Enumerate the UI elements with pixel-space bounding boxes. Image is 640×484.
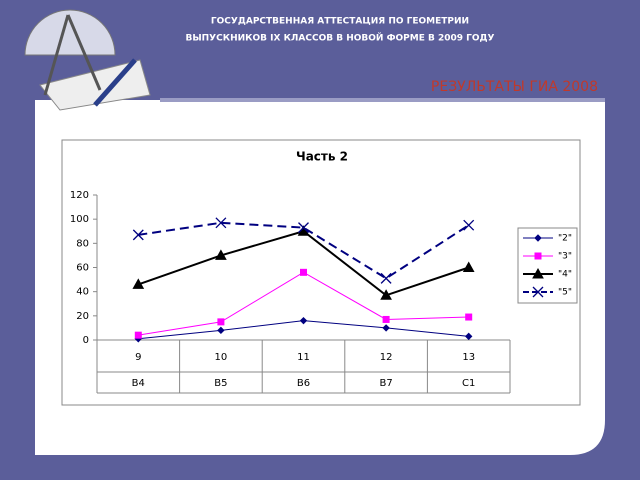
y-tick-label: 80 — [76, 238, 89, 249]
x-tick-label: B6 — [297, 378, 310, 389]
series-line — [138, 221, 470, 280]
chart-title: Часть 2 — [296, 150, 348, 164]
point — [382, 324, 390, 332]
point — [298, 222, 309, 234]
x-tick-label: 11 — [297, 352, 310, 363]
point — [132, 229, 144, 241]
protractor — [24, 9, 116, 56]
point — [380, 289, 392, 300]
x-tick-label: B4 — [132, 378, 145, 389]
compass-leg — [43, 14, 70, 96]
point — [465, 313, 473, 321]
point — [299, 316, 308, 325]
legend-marker — [532, 267, 544, 279]
x-tick-label: 9 — [135, 352, 141, 363]
legend-label: "4" — [558, 270, 572, 280]
compass-leg — [66, 14, 102, 91]
point — [215, 249, 227, 260]
chart-frame — [61, 139, 581, 406]
legend-label: "3" — [558, 252, 572, 262]
y-tick-label: 0 — [83, 335, 89, 346]
y-tick-label: 120 — [70, 190, 89, 201]
header-line: ГОСУДАРСТВЕННАЯ АТТЕСТАЦИЯ ПО ГЕОМЕТРИИ — [211, 17, 469, 27]
legend-marker — [534, 234, 542, 242]
legend-marker — [532, 286, 544, 298]
point — [132, 278, 145, 289]
compass-illustration — [24, 9, 151, 111]
y-tick-label: 20 — [76, 311, 89, 322]
point — [380, 272, 392, 284]
legend-marker — [534, 252, 542, 260]
header-line: ВЫПУСКНИКОВ IX КЛАССОВ В НОВОЙ ФОРМЕ В 2… — [185, 32, 494, 44]
y-tick-label: 60 — [76, 263, 89, 274]
point — [217, 318, 225, 326]
point — [462, 261, 475, 272]
point — [300, 268, 307, 276]
legend-label: "2" — [558, 234, 572, 244]
point — [215, 217, 227, 229]
x-tick-label: 10 — [215, 352, 228, 363]
pencil — [93, 58, 137, 107]
x-tick-label: B5 — [214, 378, 227, 389]
y-tick-label: 40 — [76, 287, 89, 298]
point — [217, 326, 225, 335]
legend-box — [517, 227, 578, 304]
point — [464, 332, 473, 341]
x-tick-label: 12 — [380, 352, 393, 363]
point — [134, 331, 142, 339]
point — [463, 219, 475, 231]
slide-subtitle: РЕЗУЛЬТАТЫ ГИА 2008 — [431, 79, 598, 95]
chart: 0 20 40 60 80 100 120 9 B4 10 B5 11 B6 12 B7 13 C1 "2" "3"… — [70, 190, 578, 394]
point — [382, 315, 390, 323]
y-tick-label: 100 — [70, 214, 89, 225]
legend-label: "5" — [558, 288, 572, 298]
x-tick-label: B7 — [379, 378, 392, 389]
x-tick-label: C1 — [462, 378, 475, 389]
x-tick-label: 13 — [462, 352, 475, 363]
